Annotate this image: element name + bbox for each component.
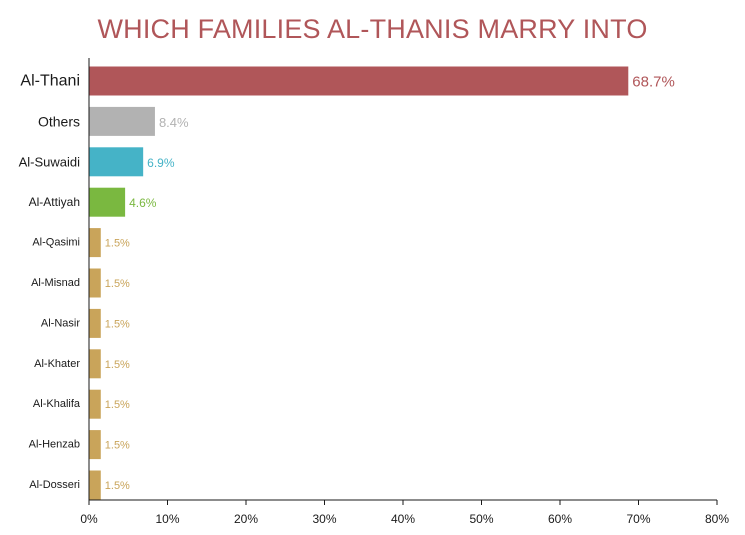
x-tick-label: 50% <box>469 512 493 526</box>
category-labels-group: Al-Thani Others Al-Suwaidi Al-Attiyah Al-Qas… <box>19 73 81 492</box>
x-tick-label: 20% <box>234 512 258 526</box>
category-label: Al-Nasir <box>41 317 80 329</box>
x-tick-label: 30% <box>312 512 336 526</box>
chart-title: WHICH FAMILIES AL-THANIS MARRY INTO <box>97 14 648 44</box>
bars-group <box>89 66 629 500</box>
x-axis: 0% 10% 20% 30% 40% 50% 60% 70% 80% <box>80 58 729 526</box>
bar-al-attiyah <box>89 187 126 217</box>
category-label: Others <box>38 113 80 129</box>
category-label: Al-Thani <box>20 73 80 90</box>
bar-al-thani <box>89 66 629 96</box>
x-tick-label: 60% <box>548 512 572 526</box>
value-label: 68.7% <box>632 74 675 91</box>
category-label: Al-Khalifa <box>33 398 81 410</box>
category-label: Al-Khater <box>34 358 80 370</box>
value-label: 1.5% <box>105 278 130 290</box>
value-label: 6.9% <box>147 156 175 170</box>
x-tick-label: 0% <box>80 512 98 526</box>
category-label: Al-Henzab <box>29 439 80 451</box>
value-labels-group: 68.7% 8.4% 6.9% 4.6% 1.5% 1.5% 1.5% 1.5% 1.5% 1.5… <box>105 74 675 493</box>
x-tick-label: 70% <box>626 512 650 526</box>
bar-al-nasir <box>89 308 101 338</box>
bar-al-suwaidi <box>89 147 144 177</box>
category-label: Al-Misnad <box>31 277 80 289</box>
x-tick-label: 10% <box>155 512 179 526</box>
value-label: 1.5% <box>105 440 130 452</box>
category-label: Al-Qasimi <box>32 237 80 249</box>
value-label: 4.6% <box>129 196 157 210</box>
value-label: 8.4% <box>159 115 189 130</box>
bar-al-henzab <box>89 430 101 460</box>
value-label: 1.5% <box>105 399 130 411</box>
bar-al-khalifa <box>89 389 101 419</box>
category-label: Al-Dosseri <box>29 479 80 491</box>
x-tick-label: 40% <box>391 512 415 526</box>
bar-al-dosseri <box>89 470 101 500</box>
bar-others <box>89 106 155 136</box>
bar-al-qasimi <box>89 228 101 258</box>
bar-al-khater <box>89 349 101 379</box>
value-label: 1.5% <box>105 318 130 330</box>
value-label: 1.5% <box>105 359 130 371</box>
value-label: 1.5% <box>105 238 130 250</box>
category-label: Al-Attiyah <box>29 195 80 209</box>
bar-al-misnad <box>89 268 101 298</box>
x-tick-label: 80% <box>705 512 729 526</box>
category-label: Al-Suwaidi <box>19 154 81 169</box>
value-label: 1.5% <box>105 480 130 492</box>
